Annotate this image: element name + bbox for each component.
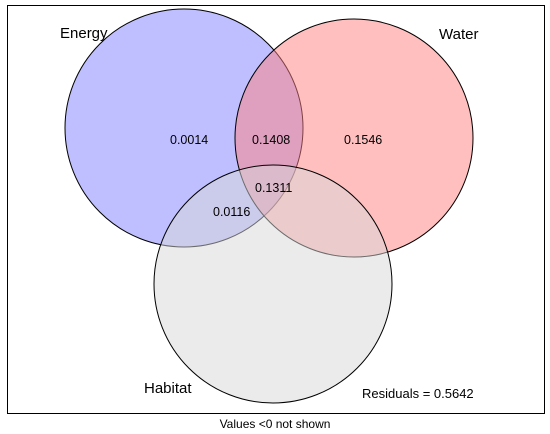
habitat-set-label: Habitat bbox=[144, 380, 192, 397]
energy-water-value: 0.1408 bbox=[252, 133, 290, 147]
residuals-label: Residuals = 0.5642 bbox=[362, 386, 474, 401]
energy-set-label: Energy bbox=[60, 25, 108, 42]
footer-note: Values <0 not shown bbox=[220, 417, 331, 431]
water-only-value: 0.1546 bbox=[344, 133, 382, 147]
water-set-label: Water bbox=[439, 26, 478, 43]
energy-only-value: 0.0014 bbox=[170, 133, 208, 147]
energy-habitat-value: 0.0116 bbox=[213, 205, 250, 219]
all-three-value: 0.1311 bbox=[255, 181, 292, 195]
habitat-circle bbox=[153, 164, 393, 404]
